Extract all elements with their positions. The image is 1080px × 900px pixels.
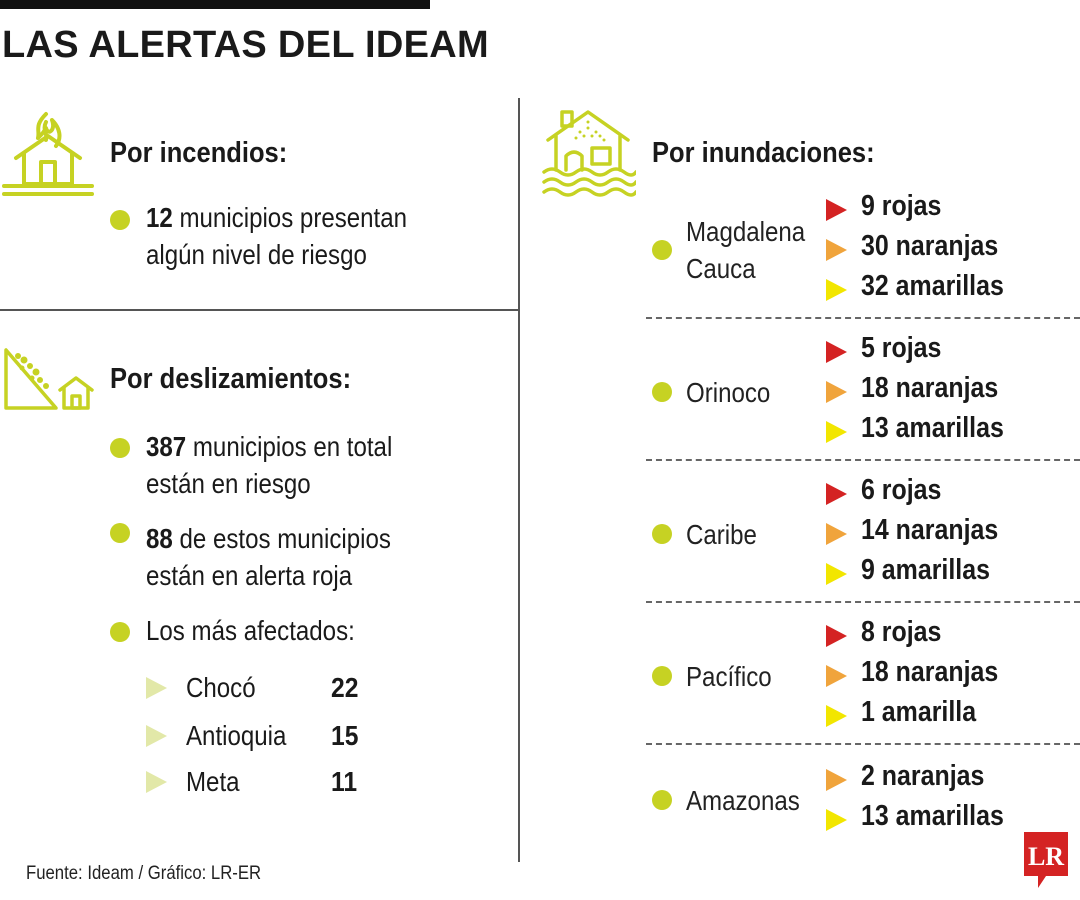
incendios-bullet-text: 12 municipios presentan algún nivel de r… [146,199,407,273]
incendios-line2: algún nivel de riesgo [146,239,367,270]
source-note: Fuente: Ideam / Gráfico: LR-ER [26,863,262,884]
affected-value-2: 15 [331,720,359,751]
region-name: Orinoco [686,376,771,408]
alert-count-red: 6 rojas [861,474,942,506]
top-bar [0,0,430,9]
region-bullet-dot [652,240,672,260]
affected-name-2: Antioquia [186,720,287,751]
region-bullet-dot [652,382,672,402]
deslizamientos-bullet-text-1: 387 municipios en total están en riesgo [146,428,392,502]
alert-count-yellow: 1 amarilla [861,696,977,728]
horizontal-divider [0,309,520,311]
incendios-count: 12 [146,202,173,233]
alert-count-red: 9 rojas [861,190,942,222]
lr-logo: LR [1024,832,1068,888]
alert-count-orange: 18 naranjas [861,656,999,688]
alert-yellow-triangle [826,809,847,831]
affected-triangle-2 [146,725,167,747]
alert-yellow-triangle [826,421,847,443]
incendios-title: Por incendios: [110,137,288,169]
flooded-house-icon [542,110,636,197]
alert-count-yellow: 13 amarillas [861,800,1004,832]
affected-label: Los más afectados: [146,615,355,646]
alert-yellow-triangle [826,279,847,301]
alert-count-yellow: 13 amarillas [861,412,1004,444]
deslizamientos-bullet-text-2: 88 de estos municipios están en alerta r… [146,520,391,594]
alert-orange-triangle [826,769,847,791]
alert-red-triangle [826,625,847,647]
deslizamientos-line1a: municipios en total [186,431,393,462]
region-separator [646,601,1080,603]
vertical-divider [518,98,520,862]
region-name: Magdalena Cauca [686,216,806,284]
region-separator [646,459,1080,461]
inundaciones-title: Por inundaciones: [652,137,875,169]
alert-red-triangle [826,483,847,505]
alert-red-triangle [826,199,847,221]
affected-name-3: Meta [186,766,240,797]
alert-count-orange: 2 naranjas [861,760,985,792]
region-name: Pacífico [686,660,772,692]
region-bullet-dot [652,524,672,544]
alert-yellow-triangle [826,705,847,727]
deslizamientos-title: Por deslizamientos: [110,363,352,395]
alert-orange-triangle [826,381,847,403]
deslizamientos-line1b: están en riesgo [146,468,311,499]
affected-name-1: Chocó [186,672,256,703]
alert-yellow-triangle [826,563,847,585]
deslizamientos-red: 88 [146,523,173,554]
alert-count-yellow: 32 amarillas [861,270,1004,302]
deslizamientos-bullet-dot-2 [110,523,130,543]
region-separator [646,743,1080,745]
landslide-icon [4,348,94,410]
incendios-bullet-dot [110,210,130,230]
alert-orange-triangle [826,523,847,545]
affected-triangle-1 [146,677,167,699]
alert-count-orange: 14 naranjas [861,514,999,546]
affected-value-3: 11 [331,766,358,797]
house-fire-icon [2,112,94,196]
region-name: Caribe [686,518,757,550]
region-bullet-dot [652,790,672,810]
region-bullet-dot [652,666,672,686]
deslizamientos-line2a: de estos municipios [172,523,391,554]
alert-red-triangle [826,341,847,363]
incendios-line1: municipios presentan [172,202,408,233]
alert-count-yellow: 9 amarillas [861,554,990,586]
alert-count-red: 5 rojas [861,332,942,364]
affected-value-1: 22 [331,672,359,703]
page-title: LAS ALERTAS DEL IDEAM [2,24,489,66]
alert-count-orange: 30 naranjas [861,230,999,262]
region-name: Amazonas [686,784,800,816]
deslizamientos-total: 387 [146,431,187,462]
lr-logo-text: LR [1028,842,1064,871]
alert-orange-triangle [826,665,847,687]
affected-triangle-3 [146,771,167,793]
deslizamientos-line2b: están en alerta roja [146,560,353,591]
alert-count-red: 8 rojas [861,616,942,648]
deslizamientos-bullet-dot-3 [110,622,130,642]
alert-count-orange: 18 naranjas [861,372,999,404]
deslizamientos-bullet-dot-1 [110,438,130,458]
region-separator [646,317,1080,319]
alert-orange-triangle [826,239,847,261]
